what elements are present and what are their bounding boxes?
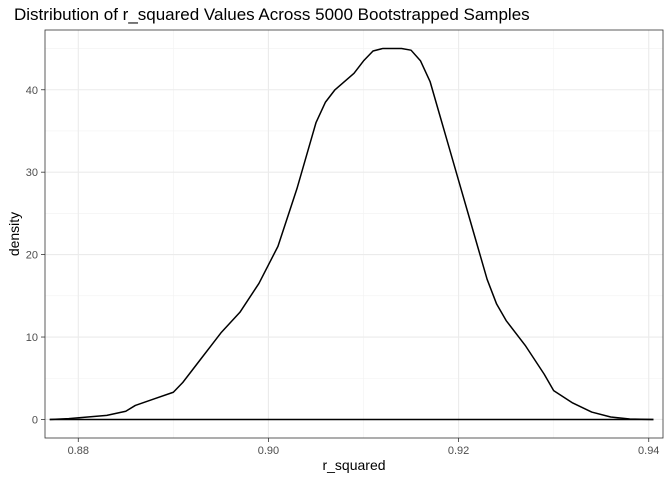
y-axis: 0 10 20 30 40 — [26, 85, 45, 426]
y-tick-label: 30 — [26, 167, 38, 179]
plot-panel — [45, 30, 663, 438]
x-tick-label: 0.88 — [68, 445, 89, 457]
plot-border — [44, 29, 664, 439]
y-tick-label: 20 — [26, 250, 38, 262]
series-layer — [49, 47, 654, 421]
x-tick-label: 0.94 — [638, 445, 659, 457]
x-tick-label: 0.90 — [258, 445, 279, 457]
x-tick-label: 0.92 — [448, 445, 469, 457]
y-tick-label: 0 — [32, 414, 38, 426]
chart-title: Distribution of r_squared Values Across … — [14, 5, 530, 24]
y-tick-label: 10 — [26, 332, 38, 344]
x-axis: 0.88 0.90 0.92 0.94 — [68, 438, 659, 457]
x-axis-title: r_squared — [322, 457, 385, 473]
series-line-density — [49, 47, 654, 421]
grid-minor — [45, 30, 663, 438]
y-tick-label: 40 — [26, 85, 38, 97]
y-axis-title: density — [6, 212, 22, 256]
